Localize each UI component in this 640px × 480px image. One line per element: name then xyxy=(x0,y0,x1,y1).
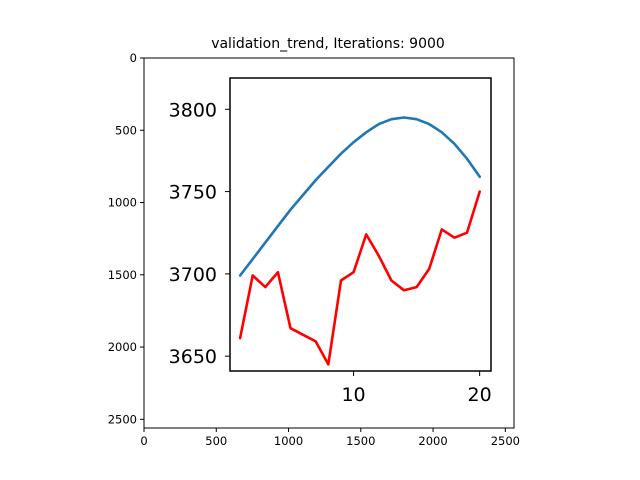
inset-y-axis: 3800 3750 3700 3650 xyxy=(169,99,230,368)
outer-x-axis: 0 500 1000 1500 2000 2500 xyxy=(140,428,520,448)
outer-y-axis: 0 500 1000 1500 2000 2500 xyxy=(108,51,144,426)
inset-x-tick-label: 10 xyxy=(341,384,365,406)
outer-y-tick-label: 0 xyxy=(130,51,137,65)
inset-y-tick-label: 3700 xyxy=(169,264,217,286)
outer-axes-frame xyxy=(143,57,515,429)
outer-axes: 0 500 1000 1500 2000 2500 0 500 1000 1500 2000 250… xyxy=(108,51,520,448)
inset-y-tick-label: 3650 xyxy=(169,346,217,368)
outer-y-tick-label: 2500 xyxy=(108,412,137,426)
inset-y-tick-label: 3800 xyxy=(169,99,217,121)
outer-y-tick-label: 2000 xyxy=(108,340,137,354)
inset-y-tick-label: 3750 xyxy=(169,182,217,204)
outer-y-tick-label: 500 xyxy=(115,123,137,137)
red-series-line xyxy=(238,190,482,366)
outer-x-tick-label: 1500 xyxy=(346,434,375,448)
outer-x-tick-label: 500 xyxy=(205,434,227,448)
outer-y-tick-label: 1000 xyxy=(108,196,137,210)
inset-x-tick-label: 20 xyxy=(468,384,492,406)
inset-axes: 10 20 3800 3750 3700 3650 xyxy=(169,77,492,406)
outer-x-tick-label: 0 xyxy=(140,434,147,448)
outer-x-tick-label: 1000 xyxy=(274,434,303,448)
inset-axes-frame xyxy=(229,77,492,372)
chart-title: validation_trend, Iterations: 9000 xyxy=(211,36,445,52)
inset-x-axis: 10 20 xyxy=(341,371,492,406)
outer-x-tick-label: 2500 xyxy=(491,434,520,448)
blue-series-line xyxy=(238,116,482,277)
outer-x-tick-label: 2000 xyxy=(418,434,447,448)
inset-plot-lines xyxy=(238,116,482,366)
outer-y-tick-label: 1500 xyxy=(108,268,137,282)
